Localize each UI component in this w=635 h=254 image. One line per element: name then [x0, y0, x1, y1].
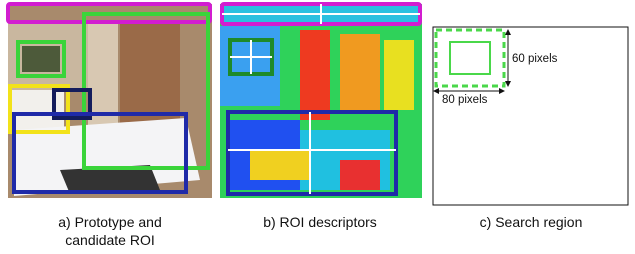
panel-descriptors	[220, 4, 422, 198]
caption: c) Search region	[480, 214, 583, 230]
caption: a) Prototype and	[58, 214, 162, 230]
figure: 60 pixels 80 pixels a) Prototype and can…	[0, 0, 635, 254]
caption: candidate ROI	[65, 232, 155, 248]
width-label: 80 pixels	[442, 94, 488, 106]
panel-photo	[8, 4, 212, 198]
caption: b) ROI descriptors	[263, 214, 377, 230]
height-label: 60 pixels	[512, 53, 558, 65]
panel-search: 60 pixels 80 pixels	[433, 27, 628, 205]
